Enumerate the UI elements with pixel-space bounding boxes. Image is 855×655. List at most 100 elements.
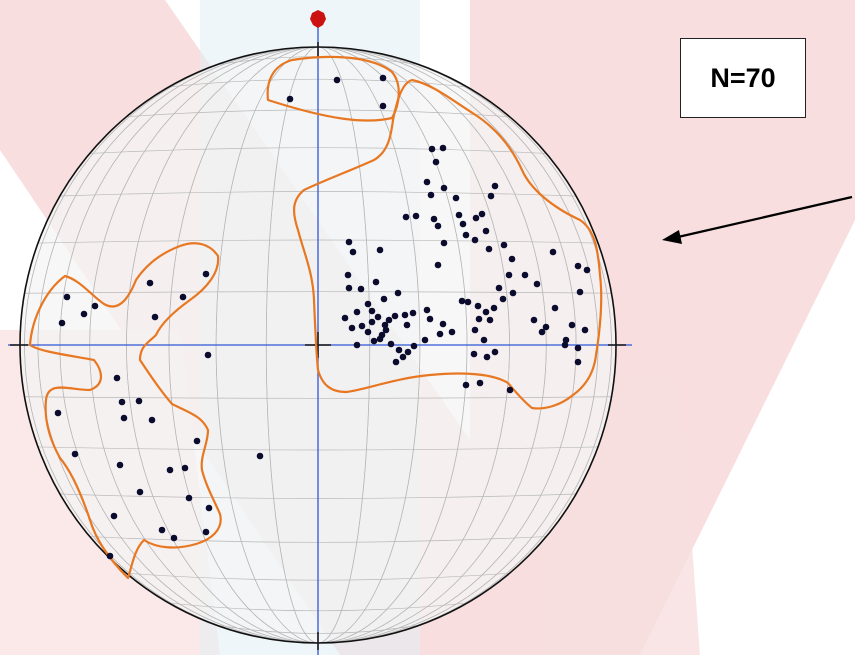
pole-point [202, 528, 210, 536]
pole-point [364, 300, 372, 308]
pole-point [455, 211, 463, 219]
pole-point [574, 358, 582, 366]
pole-point [391, 312, 399, 320]
pole-point [506, 386, 514, 394]
pole-point [54, 409, 62, 417]
pole-point [436, 330, 444, 338]
pole-point [353, 341, 361, 349]
pole-point [574, 344, 582, 352]
pole-point [91, 302, 99, 310]
pole-point [452, 194, 460, 202]
pole-point [205, 504, 213, 512]
pole-point [486, 316, 494, 324]
pole-point [376, 246, 384, 254]
pole-point [170, 534, 178, 542]
pole-point [542, 323, 550, 331]
pole-point [576, 288, 584, 296]
pole-point [80, 310, 88, 318]
pole-point [440, 184, 448, 192]
pole-point [428, 145, 436, 153]
pole-point [368, 307, 376, 315]
pole-point [181, 464, 189, 472]
pole-point [472, 214, 480, 222]
pole-point [495, 284, 503, 292]
pole-point [427, 191, 435, 199]
pole-point [341, 314, 349, 322]
pole-point [381, 321, 389, 329]
pole-point [423, 306, 431, 314]
pole-point [106, 552, 114, 560]
pole-point [499, 295, 507, 303]
pole-point [423, 178, 431, 186]
pole-point [434, 222, 442, 230]
pole-point [379, 102, 387, 110]
pole-point [136, 488, 144, 496]
pole-point [409, 309, 417, 317]
pole-point [432, 158, 440, 166]
pole-point [475, 315, 483, 323]
pole-point [574, 262, 582, 270]
pole-point [368, 318, 376, 326]
pole-point [530, 316, 538, 324]
pole-point [256, 452, 264, 460]
density-contours [28, 55, 603, 580]
pole-point [348, 324, 356, 332]
pole-point [387, 340, 395, 348]
pole-point [448, 328, 456, 336]
pole-point [508, 255, 516, 263]
pole-point [410, 342, 418, 350]
pole-point [392, 358, 400, 366]
pole-point [135, 397, 143, 405]
pole-point [71, 450, 79, 458]
sample-count-box: N=70 [680, 38, 806, 118]
pole-point [551, 304, 559, 312]
pole-point [370, 337, 378, 345]
pole-point [58, 319, 66, 327]
pole-point [344, 271, 352, 279]
pole-point [482, 227, 490, 235]
pole-point [509, 289, 517, 297]
pole-point [395, 346, 403, 354]
pole-point [538, 328, 546, 336]
pole-point [421, 336, 429, 344]
pole-point [471, 236, 479, 244]
pole-point [568, 321, 576, 329]
pole-point [583, 266, 591, 274]
pole-point [345, 284, 353, 292]
pole-point [380, 295, 388, 303]
pole-point [158, 526, 166, 534]
pole-point [403, 321, 411, 329]
pole-point [394, 289, 402, 297]
pole-point [404, 348, 412, 356]
pole-point [63, 293, 71, 301]
pole-point [402, 213, 410, 221]
pole-point [459, 220, 467, 228]
pole-point [204, 351, 212, 359]
pole-point [474, 302, 482, 310]
pole-point [379, 74, 387, 82]
pole-point [464, 298, 472, 306]
pole-point [462, 231, 470, 239]
pole-point [491, 182, 499, 190]
pole-point [382, 326, 390, 334]
pointer-arrow [662, 195, 853, 244]
pole-point [193, 437, 201, 445]
pole-points [54, 74, 591, 560]
pole-point [358, 322, 366, 330]
pole-point [179, 293, 187, 301]
pole-point [151, 313, 159, 321]
pole-point [349, 248, 357, 256]
pole-point [521, 271, 529, 279]
pole-point [374, 313, 382, 321]
north-marker [310, 10, 326, 28]
pole-point [471, 326, 479, 334]
sample-count-label: N=70 [710, 62, 776, 93]
pole-point [581, 326, 589, 334]
pole-point [561, 341, 569, 349]
pole-point [490, 304, 498, 312]
pole-point [458, 297, 466, 305]
pole-point [345, 238, 353, 246]
contour-north [266, 55, 400, 122]
axes [8, 25, 632, 655]
